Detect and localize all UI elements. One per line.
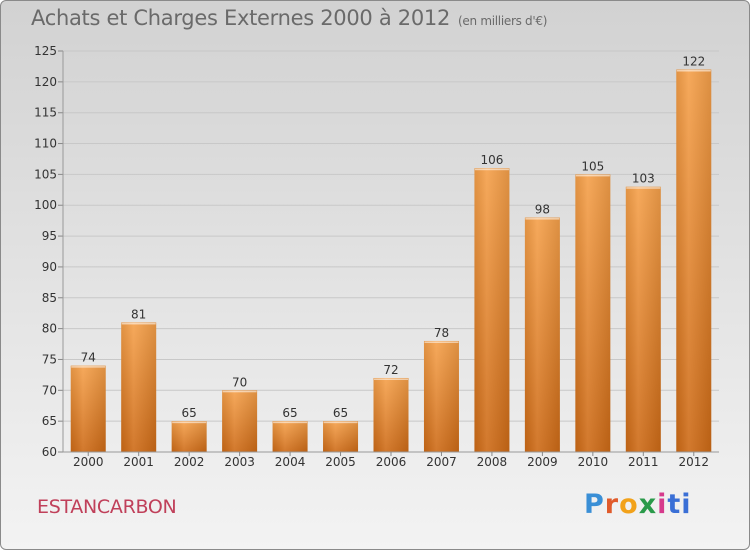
x-tick-label: 2012 bbox=[678, 455, 709, 469]
y-tick-label: 85 bbox=[42, 291, 57, 305]
data-label: 65 bbox=[333, 406, 348, 420]
x-tick-label: 2004 bbox=[275, 455, 306, 469]
data-label: 70 bbox=[232, 375, 247, 389]
y-tick-label: 95 bbox=[42, 229, 57, 243]
x-tick-label: 2010 bbox=[578, 455, 609, 469]
bar-highlight bbox=[374, 378, 408, 380]
x-tick-label: 2003 bbox=[224, 455, 255, 469]
bar-shade bbox=[474, 168, 510, 452]
bar-shade bbox=[272, 421, 308, 452]
bar-shade bbox=[121, 322, 157, 452]
data-labels: 74 81 65 70 65 65 72 78 106 98 105 103 122 bbox=[81, 55, 706, 421]
bar-highlight bbox=[222, 390, 257, 393]
x-tick-label: 2011 bbox=[628, 455, 659, 469]
data-label: 81 bbox=[131, 307, 146, 321]
bar-highlight bbox=[575, 174, 610, 177]
bar-highlight bbox=[525, 218, 560, 220]
bar-highlight bbox=[626, 187, 661, 189]
data-label: 78 bbox=[434, 326, 449, 340]
y-tick-label: 120 bbox=[34, 75, 57, 89]
y-tick-label: 80 bbox=[42, 322, 57, 336]
bar-highlight bbox=[676, 70, 711, 72]
logo-letter: P bbox=[584, 489, 605, 520]
data-label: 105 bbox=[581, 159, 604, 173]
bar-shade bbox=[524, 217, 560, 452]
x-tick-label: 2000 bbox=[73, 455, 104, 469]
data-label: 122 bbox=[682, 55, 705, 69]
chart-title: Achats et Charges Externes 2000 à 2012 (e… bbox=[31, 6, 547, 30]
bar-shade bbox=[423, 340, 459, 452]
x-tick-label: 2008 bbox=[477, 455, 508, 469]
x-axis: 2000 2001 2002 2003 2004 2005 2006 2007 2008 2009… bbox=[63, 451, 719, 469]
bar-shade bbox=[676, 69, 712, 452]
chart-subtitle: (en milliers d'€) bbox=[458, 14, 548, 28]
proxiti-logo[interactable]: Proxiti bbox=[584, 489, 692, 520]
x-tick-label: 2007 bbox=[426, 455, 457, 469]
y-tick-label: 90 bbox=[42, 260, 57, 274]
data-label: 74 bbox=[81, 351, 96, 365]
bar-highlight bbox=[323, 421, 358, 424]
x-tick-label: 2005 bbox=[325, 455, 356, 469]
x-tick-label: 2006 bbox=[376, 455, 407, 469]
chart-title-text: Achats et Charges Externes 2000 à 2012 bbox=[31, 6, 451, 30]
bar-shade bbox=[222, 390, 258, 452]
data-label: 65 bbox=[282, 406, 297, 420]
bar-highlight bbox=[474, 168, 509, 171]
y-tick-label: 100 bbox=[34, 198, 57, 212]
data-label: 65 bbox=[182, 406, 197, 420]
bar-highlight bbox=[71, 366, 106, 368]
y-tick-label: 110 bbox=[34, 137, 57, 151]
data-label: 106 bbox=[480, 153, 503, 167]
data-label: 72 bbox=[383, 363, 398, 377]
bar-shade bbox=[323, 421, 359, 452]
bar-shade bbox=[70, 365, 106, 452]
y-tick-label: 115 bbox=[34, 106, 57, 120]
bar-highlight bbox=[121, 322, 156, 325]
bar-shade bbox=[373, 377, 409, 452]
data-label: 98 bbox=[535, 203, 550, 217]
logo-letter: o bbox=[619, 489, 639, 520]
y-tick-label: 125 bbox=[34, 44, 57, 58]
logo-letter: i bbox=[657, 489, 668, 520]
x-tick-label: 2002 bbox=[174, 455, 205, 469]
logo-letter: ti bbox=[667, 489, 692, 520]
y-tick-label: 75 bbox=[42, 352, 57, 366]
y-axis: 60 65 70 75 80 85 90 95 100 105 110 115 120 125 bbox=[34, 44, 64, 459]
x-tick-label: 2009 bbox=[527, 455, 558, 469]
bar-highlight bbox=[172, 421, 207, 424]
y-tick-label: 60 bbox=[42, 445, 57, 459]
y-tick-label: 70 bbox=[42, 383, 57, 397]
bars bbox=[70, 69, 712, 452]
x-tick-label: 2001 bbox=[123, 455, 154, 469]
bar-shade bbox=[625, 186, 661, 452]
bar-shade bbox=[171, 421, 207, 452]
y-tick-label: 65 bbox=[42, 414, 57, 428]
bar-highlight bbox=[424, 341, 459, 343]
y-tick-label: 105 bbox=[34, 167, 57, 181]
data-label: 103 bbox=[632, 172, 655, 186]
bar-shade bbox=[575, 174, 611, 452]
bar-highlight bbox=[273, 421, 308, 424]
logo-letter: x bbox=[638, 489, 658, 520]
logo-letter: r bbox=[604, 489, 620, 520]
commune-name: ESTANCARBON bbox=[37, 496, 177, 518]
